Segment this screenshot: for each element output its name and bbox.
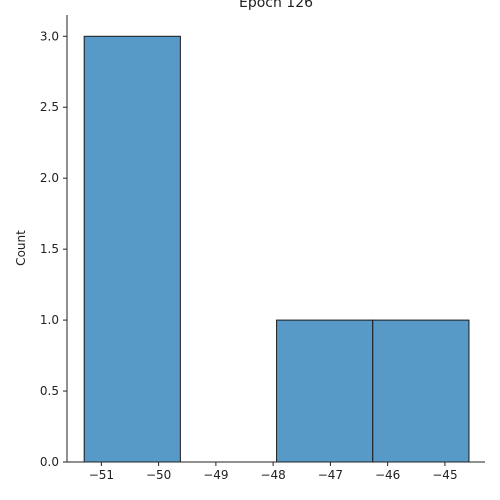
y-tick-label: 2.0 [40, 171, 59, 185]
y-ticks-group: 0.0 0.5 1.0 1.5 2.0 2.5 3.0 [40, 29, 67, 469]
histogram-bar [83, 35, 181, 463]
y-tick-label: 0.5 [40, 384, 59, 398]
y-tick-label: 1.0 [40, 313, 59, 327]
x-tick-label: −51 [89, 468, 114, 482]
x-tick-label: −46 [375, 468, 400, 482]
y-tick-label: 1.5 [40, 242, 59, 256]
histogram-bar [276, 319, 374, 463]
x-tick-label: −45 [432, 468, 457, 482]
y-tick-label: 3.0 [40, 29, 59, 43]
histogram-bar [372, 319, 470, 463]
x-tick-label: −49 [203, 468, 228, 482]
y-axis-label: Count [14, 230, 28, 266]
x-tick-label: −50 [146, 468, 171, 482]
bars-group [83, 35, 470, 463]
x-tick-label: −47 [318, 468, 343, 482]
chart-title: Epoch 126 [239, 0, 313, 11]
x-tick-label: −48 [260, 468, 285, 482]
x-ticks-group: −51 −50 −49 −48 −47 −46 −45 [89, 462, 458, 482]
y-tick-label: 2.5 [40, 100, 59, 114]
y-tick-label: 0.0 [40, 455, 59, 469]
